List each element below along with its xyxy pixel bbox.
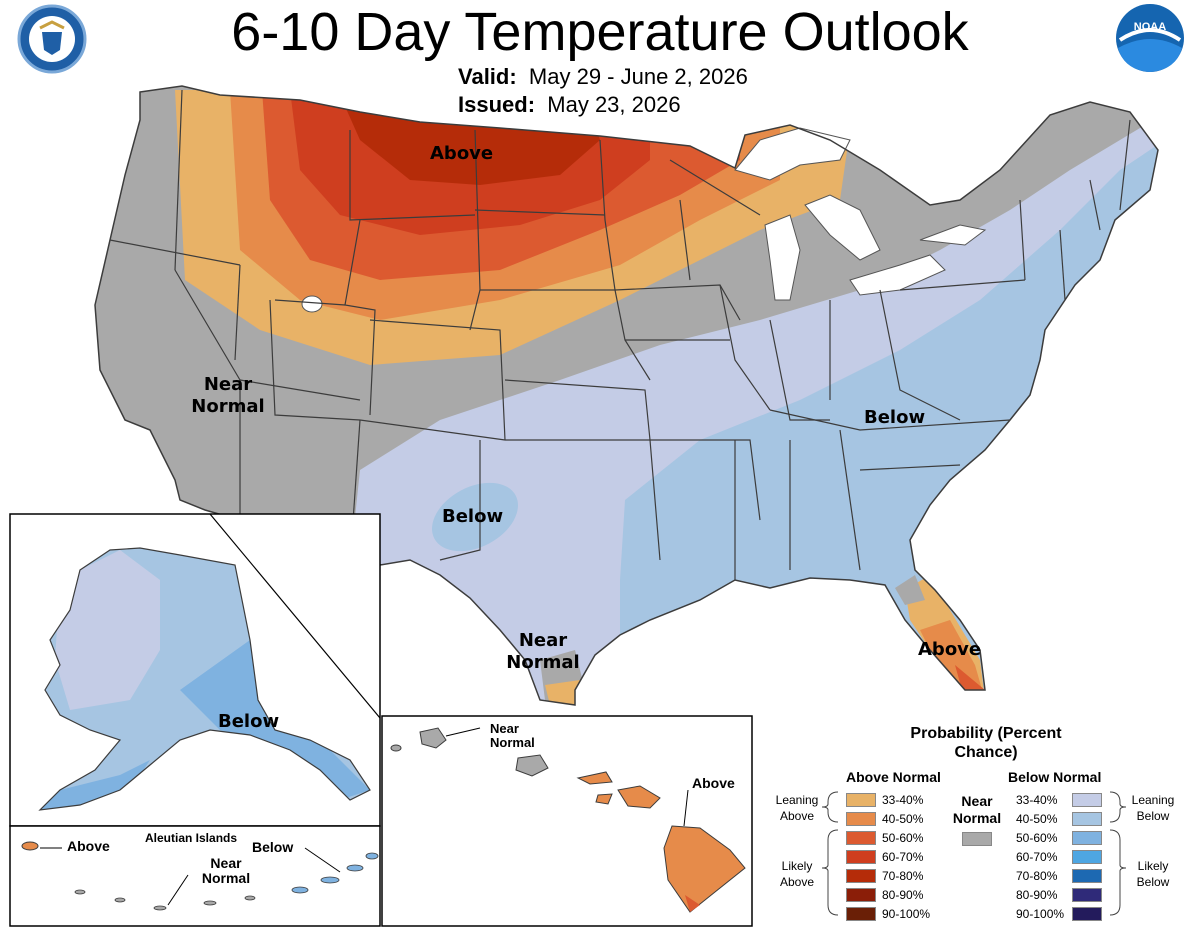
legend-range-label: 70-80%: [882, 868, 924, 883]
legend-swatch: [846, 868, 876, 883]
legend-below-heading: Below Normal: [1008, 769, 1102, 785]
legend-swatch: [846, 792, 876, 807]
alaska-inset: [9, 513, 381, 827]
label-near-normal-west: Near Normal: [191, 374, 265, 417]
label-aleutian-title: Aleutian Islands: [145, 831, 238, 845]
legend-above-heading: Above Normal: [846, 769, 941, 785]
legend-range-label: 60-70%: [882, 849, 924, 864]
legend-swatch: [1072, 906, 1102, 921]
label-above-north: Above: [430, 143, 494, 164]
label-hawaii-near-normal: Near Normal: [490, 721, 535, 750]
legend-below-row: 40-50%: [1016, 810, 1102, 827]
legend-swatch: [1072, 830, 1102, 845]
department-of-commerce-seal: [17, 4, 87, 74]
legend-below-row: 90-100%: [1016, 905, 1102, 922]
label-below-southwest: Below: [442, 506, 504, 527]
label-near-normal-texas: Near Normal: [506, 630, 580, 673]
legend-above-row: 60-70%: [846, 848, 923, 865]
hawaii-inset: [381, 715, 753, 927]
legend-below-row: 50-60%: [1016, 829, 1102, 846]
legend-above-row: 33-40%: [846, 791, 923, 808]
aleutian-inset: [9, 825, 381, 927]
label-aleutian-below: Below: [252, 839, 294, 855]
legend-range-label: 33-40%: [882, 792, 924, 807]
issued-line: Issued: May 23, 2026: [458, 92, 681, 118]
issued-value: May 23, 2026: [547, 92, 681, 117]
legend-above-row: 80-90%: [846, 886, 923, 903]
legend-above-row: 70-80%: [846, 867, 923, 884]
valid-line: Valid: May 29 - June 2, 2026: [458, 64, 748, 90]
legend-near-swatch: [962, 832, 992, 846]
label-aleutian-near-normal: Near Normal: [201, 855, 251, 886]
legend-swatch: [1072, 868, 1102, 883]
legend-swatch: [846, 906, 876, 921]
valid-label: Valid:: [458, 64, 517, 89]
label-above-florida: Above: [918, 639, 982, 660]
legend-range-label: 70-80%: [1016, 868, 1058, 883]
legend-below-row: 33-40%: [1016, 791, 1102, 808]
legend-likely-above: Likely Above: [779, 859, 815, 889]
legend-swatch: [846, 849, 876, 864]
legend-swatch: [846, 830, 876, 845]
label-aleutian-above: Above: [67, 838, 110, 854]
legend-above-row: 40-50%: [846, 810, 923, 827]
state-borders: [109, 89, 1131, 580]
label-alaska-below: Below: [218, 711, 280, 732]
legend-swatch: [846, 811, 876, 826]
page-title: 6-10 Day Temperature Outlook: [231, 2, 969, 62]
legend-above-row: 90-100%: [846, 905, 930, 922]
legend-range-label: 50-60%: [1016, 830, 1058, 845]
great-lakes: [301, 127, 987, 313]
label-hawaii-above: Above: [692, 775, 735, 791]
legend-range-label: 80-90%: [1016, 887, 1058, 902]
legend-below-row: 80-90%: [1016, 886, 1102, 903]
legend-swatch: [1072, 811, 1102, 826]
legend-swatch: [1072, 887, 1102, 902]
legend-range-label: 90-100%: [882, 906, 931, 921]
legend-title: Probability (Percent Chance): [910, 725, 1062, 761]
legend-range-label: 90-100%: [1016, 906, 1065, 921]
issued-label: Issued:: [458, 92, 536, 117]
legend-swatch: [846, 887, 876, 902]
legend-likely-below: Likely Below: [1136, 859, 1170, 889]
legend-range-label: 80-90%: [882, 887, 924, 902]
legend-range-label: 50-60%: [882, 830, 924, 845]
legend-near-heading: Near Normal: [952, 793, 1002, 826]
legend-swatch: [1072, 792, 1102, 807]
label-below-east: Below: [864, 407, 926, 428]
legend-range-label: 40-50%: [1016, 811, 1058, 826]
legend-range-label: 33-40%: [1016, 792, 1058, 807]
legend-leaning-above: Leaning Above: [775, 793, 819, 823]
valid-value: May 29 - June 2, 2026: [528, 64, 748, 89]
legend-range-label: 40-50%: [882, 811, 924, 826]
legend-swatch: [1072, 849, 1102, 864]
legend-brackets: [821, 791, 1127, 916]
noaa-logo: NOAA: [1116, 4, 1184, 72]
legend-below-row: 70-80%: [1016, 867, 1102, 884]
legend-leaning-below: Leaning Below: [1131, 793, 1175, 823]
noaa-logo-text: NOAA: [1134, 21, 1166, 33]
legend-above-row: 50-60%: [846, 829, 923, 846]
legend-range-label: 60-70%: [1016, 849, 1058, 864]
legend-below-row: 60-70%: [1016, 848, 1102, 865]
